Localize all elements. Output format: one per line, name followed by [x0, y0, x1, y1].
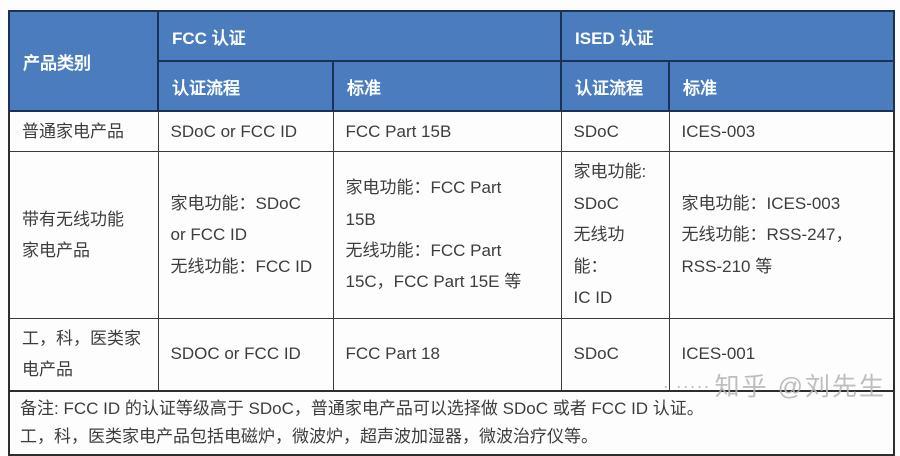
cell-ised-standard: ICES-001 — [668, 317, 895, 392]
certification-table: 产品类别 FCC 认证 ISED 认证 认证流程 标准 认证流程 标准 普通家电… — [7, 10, 896, 456]
cell-fcc-standard: 家电功能：FCC Part 15B 无线功能：FCC Part 15C，FCC … — [332, 151, 562, 319]
table-row-ism-appliance: 工，科，医类家 电产品 SDOC or FCC ID FCC Part 18 S… — [8, 317, 895, 392]
header-ised-process: 认证流程 — [560, 60, 671, 112]
note-row: 备注: FCC ID 的认证等级高于 SDoC，普通家电产品可以选择做 SDoC… — [7, 389, 896, 456]
header-fcc-group: FCC 认证 — [156, 10, 563, 62]
cell-ised-process: SDoC — [560, 110, 670, 153]
header-ised-group: ISED 认证 — [560, 10, 896, 62]
table-row-ordinary-appliance: 普通家电产品 SDoC or FCC ID FCC Part 15B SDoC … — [8, 110, 895, 153]
cell-fcc-process: SDOC or FCC ID — [157, 317, 334, 392]
cell-category: 带有无线功能 家电产品 — [8, 151, 159, 319]
page: 产品类别 FCC 认证 ISED 认证 认证流程 标准 认证流程 标准 普通家电… — [7, 10, 896, 456]
note-text: 备注: FCC ID 的认证等级高于 SDoC，普通家电产品可以选择做 SDoC… — [7, 389, 896, 456]
header-ised-standard: 标准 — [668, 60, 896, 112]
header-row-sub: 认证流程 标准 认证流程 标准 — [9, 60, 896, 112]
cell-ised-standard: ICES-003 — [668, 110, 895, 153]
cell-category: 工，科，医类家 电产品 — [8, 317, 159, 392]
cell-ised-process: 家电功能: SDoC 无线功能： IC ID — [560, 151, 670, 319]
cell-category: 普通家电产品 — [8, 110, 159, 153]
header-fcc-standard: 标准 — [331, 60, 563, 112]
cell-fcc-process: SDoC or FCC ID — [157, 110, 334, 153]
header-product-category: 产品类别 — [8, 10, 159, 112]
cell-fcc-standard: FCC Part 15B — [332, 110, 562, 153]
header-row-groups: 产品类别 FCC 认证 ISED 认证 — [8, 10, 896, 112]
cell-ised-standard: 家电功能：ICES-003 无线功能：RSS-247， RSS-210 等 — [668, 151, 895, 319]
header-fcc-process: 认证流程 — [157, 60, 334, 112]
table-row-wireless-appliance: 带有无线功能 家电产品 家电功能：SDoC or FCC ID 无线功能：FCC… — [8, 151, 895, 319]
cell-ised-process: SDoC — [560, 317, 670, 392]
cell-fcc-standard: FCC Part 18 — [332, 317, 562, 392]
cell-fcc-process: 家电功能：SDoC or FCC ID 无线功能：FCC ID — [157, 151, 334, 319]
